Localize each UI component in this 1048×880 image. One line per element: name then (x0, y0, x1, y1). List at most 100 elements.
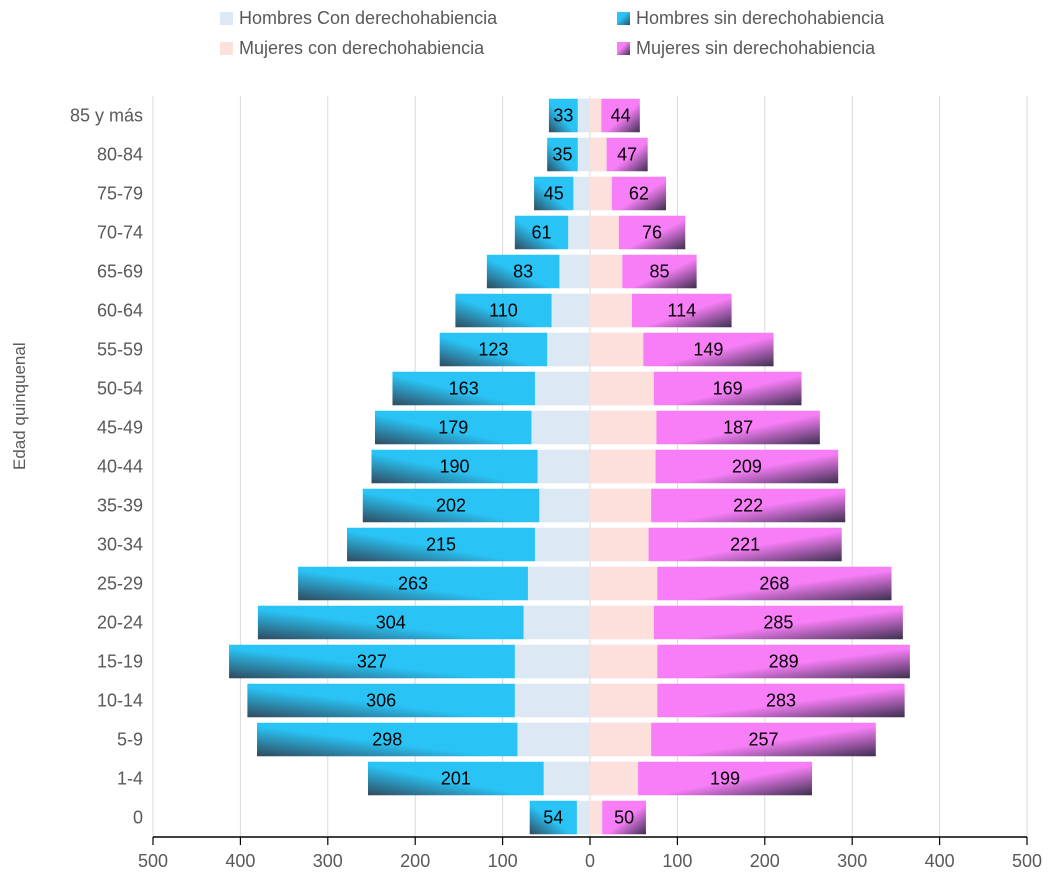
bar-mujeres-sin (631, 293, 732, 328)
bar-hombres-sin (368, 761, 544, 796)
data-label-hombres-sin: 123 (478, 340, 508, 360)
bar-hombres-sin (257, 605, 524, 640)
y-tick-label: 5-9 (117, 730, 143, 750)
legend-swatch-hombres-con (220, 12, 233, 25)
data-label-mujeres-sin: 285 (763, 613, 793, 633)
data-label-hombres-sin: 163 (449, 379, 479, 399)
bar-hombres-sin (548, 98, 578, 133)
y-tick-label: 70-74 (97, 223, 143, 243)
data-label-mujeres-sin: 47 (617, 145, 637, 165)
data-label-hombres-sin: 306 (366, 691, 396, 711)
bar-mujeres-con (590, 176, 612, 211)
bar-hombres-sin (229, 644, 515, 679)
y-tick-label: 1-4 (117, 769, 143, 789)
y-tick-label: 60-64 (97, 301, 143, 321)
data-label-hombres-sin: 35 (552, 145, 572, 165)
bar-hombres-sin (547, 137, 578, 172)
data-label-mujeres-sin: 221 (730, 535, 760, 555)
legend-item-hombres-sin: Hombres sin derechohabiencia (617, 8, 884, 29)
data-label-mujeres-sin: 199 (710, 769, 740, 789)
bar-mujeres-con (590, 605, 654, 640)
y-tick-label: 75-79 (97, 184, 143, 204)
legend-label-mujeres-con: Mujeres con derechohabiencia (239, 38, 485, 58)
bar-mujeres-sin (618, 215, 686, 250)
bar-mujeres-con (590, 761, 639, 796)
bar-hombres-sin (486, 254, 560, 289)
bar-mujeres-sin (653, 371, 802, 406)
data-label-mujeres-sin: 50 (614, 808, 634, 828)
legend: Hombres Con derechohabiencia Hombres sin… (215, 6, 975, 66)
bar-mujeres-con (590, 98, 602, 133)
bar-mujeres-con (590, 488, 652, 523)
axes: 500 400 300 200 100 0 100 200 300 400 500 0 1-4 5-9 10… (70, 106, 1042, 872)
bar-hombres-con (514, 644, 590, 679)
bar-hombres-sin (371, 449, 538, 484)
bar-hombres-con (517, 722, 590, 757)
bar-hombres-con (531, 410, 590, 445)
bar-hombres-sin (455, 293, 552, 328)
bar-mujeres-con (590, 449, 656, 484)
x-tick-label: 500 (1012, 851, 1042, 871)
bars: 54 50 201 199 298 257 306 283 327 289 304 285 263 268… (229, 98, 910, 835)
x-tick-label: 0 (585, 851, 595, 871)
data-label-mujeres-sin: 169 (713, 379, 743, 399)
bar-mujeres-con (590, 722, 652, 757)
data-label-hombres-sin: 54 (543, 808, 563, 828)
bar-hombres-con (551, 293, 590, 328)
legend-swatch-hombres-sin (617, 12, 630, 25)
x-tick-label: 200 (750, 851, 780, 871)
bar-hombres-con (547, 332, 590, 367)
data-label-mujeres-sin: 283 (766, 691, 796, 711)
y-tick-label: 40-44 (97, 457, 143, 477)
bar-mujeres-con (590, 254, 623, 289)
bar-hombres-con (559, 254, 590, 289)
data-label-hombres-sin: 33 (553, 106, 573, 126)
bar-mujeres-sin (657, 683, 905, 718)
y-tick-label: 10-14 (97, 691, 143, 711)
y-tick-label: 50-54 (97, 379, 143, 399)
data-label-hombres-sin: 215 (426, 535, 456, 555)
legend-swatch-mujeres-sin (617, 42, 630, 55)
x-tick-label: 500 (138, 851, 168, 871)
bar-mujeres-sin (602, 800, 646, 835)
bar-mujeres-sin (638, 761, 812, 796)
bar-mujeres-con (590, 371, 654, 406)
x-tick-label: 400 (225, 851, 255, 871)
x-tick-label: 300 (313, 851, 343, 871)
bar-hombres-sin (439, 332, 548, 367)
data-label-mujeres-sin: 149 (693, 340, 723, 360)
y-tick-label: 15-19 (97, 652, 143, 672)
bar-mujeres-sin (656, 410, 820, 445)
data-label-hombres-sin: 179 (438, 418, 468, 438)
data-label-mujeres-sin: 289 (769, 652, 799, 672)
data-label-mujeres-sin: 257 (748, 730, 778, 750)
data-label-hombres-sin: 304 (376, 613, 406, 633)
data-label-hombres-sin: 61 (531, 223, 551, 243)
bar-mujeres-sin (622, 254, 697, 289)
legend-label-hombres-sin: Hombres sin derechohabiencia (636, 8, 885, 28)
bar-hombres-sin (347, 527, 535, 562)
data-label-mujeres-sin: 85 (649, 262, 669, 282)
y-tick-label: 20-24 (97, 613, 143, 633)
bar-hombres-sin (374, 410, 532, 445)
bar-mujeres-sin (657, 566, 892, 601)
data-label-hombres-sin: 202 (436, 496, 466, 516)
bar-hombres-con (576, 800, 590, 835)
bar-hombres-con (534, 371, 590, 406)
data-label-mujeres-sin: 44 (611, 106, 631, 126)
bar-hombres-con (543, 761, 590, 796)
y-tick-label: 80-84 (97, 145, 143, 165)
bar-mujeres-sin (643, 332, 774, 367)
data-label-hombres-sin: 201 (441, 769, 471, 789)
bar-hombres-con (577, 137, 590, 172)
y-tick-label: 25-29 (97, 574, 143, 594)
bar-mujeres-sin (657, 644, 910, 679)
data-label-mujeres-sin: 187 (723, 418, 753, 438)
bar-hombres-sin (529, 800, 577, 835)
bar-mujeres-sin (655, 449, 839, 484)
bar-mujeres-con (590, 566, 658, 601)
y-tick-label: 65-69 (97, 262, 143, 282)
y-tick-label: 85 y más (70, 106, 143, 126)
bar-hombres-sin (514, 215, 569, 250)
data-label-hombres-sin: 83 (513, 262, 533, 282)
